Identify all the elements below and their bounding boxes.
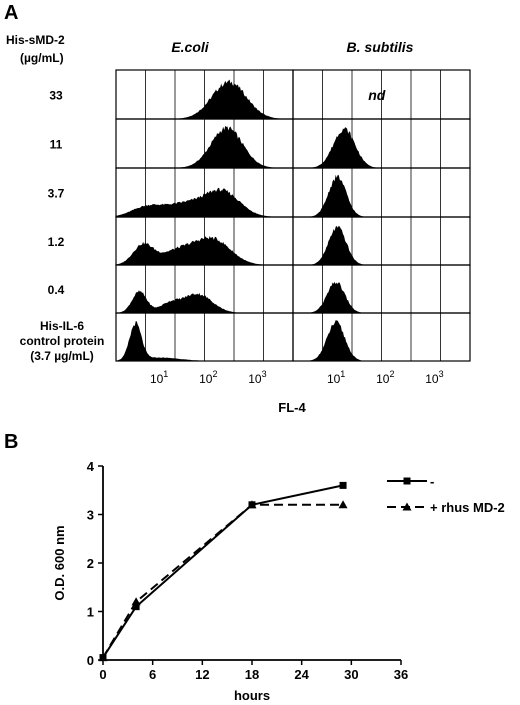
y-tick-label: 3 [87,508,94,523]
x-tick-label: 24 [294,667,309,682]
row-label-2: 3.7 [48,187,65,201]
histogram-cell [115,216,294,266]
series-rhus-md2 [98,500,348,662]
x-tick-label: 18 [245,667,259,682]
histogram-cell [292,312,471,362]
histogram-fill [293,281,470,313]
legend-label: - [430,474,434,489]
panel-b-letter: B [4,431,18,453]
row-label-0: 33 [49,89,63,103]
histogram-fill [293,225,470,265]
data-point-triangle [338,500,348,509]
data-point-triangle [247,500,257,509]
histogram-cell-border [292,312,471,362]
histogram-fill [293,174,470,217]
histogram-cell [115,312,294,362]
histogram-fill [116,290,293,313]
data-point-square [403,477,411,485]
x-axis-title: hours [234,688,270,703]
row-label-4: 0.4 [48,283,65,297]
series-line [102,503,344,659]
histogram-x-tick-label: 102 [376,369,394,386]
histogram-fill [116,321,293,361]
histogram-cell [292,167,471,218]
histogram-fill [293,127,470,168]
histogram-x-tick-label: 102 [199,369,217,386]
x-tick-label: 0 [99,667,106,682]
x-tick-label: 36 [394,667,408,682]
histogram-cell [115,118,294,169]
column-title-ecoli: E.coli [171,39,209,55]
data-point-triangle [402,502,412,511]
legend-label: + rhus MD-2 [430,500,505,515]
data-point-triangle [131,597,141,606]
panel-a-letter: A [4,2,18,24]
histogram-cell: nd [292,69,471,120]
x-tick-label: 30 [344,667,358,682]
x-tick-label: 6 [149,667,156,682]
row-header-line2: (µg/mL) [20,51,64,65]
histogram-cell [115,69,294,120]
histogram-fill [116,236,293,265]
y-tick-label: 4 [87,459,95,474]
row-label-3: 1.2 [48,235,65,249]
histogram-x-tick-label: 103 [425,369,443,386]
histogram-fill [116,79,293,119]
not-determined-label: nd [368,87,386,103]
control-label-line3: (3.7 µg/mL) [30,349,94,363]
y-tick-label: 0 [87,653,94,668]
histogram-fill [116,125,293,168]
histogram-x-tick-label: 101 [150,369,168,386]
histogram-x-tick-label: 101 [327,369,345,386]
histogram-fill [116,187,293,217]
data-point-square [132,603,140,611]
control-label: His-IL-6 control protein (3.7 µg/mL) [20,319,105,363]
histogram-x-axis-title: FL-4 [278,400,306,415]
y-tick-label: 1 [87,605,94,620]
histogram-cell [115,167,294,218]
legend: - + rhus MD-2 [387,474,505,515]
column-title-bsubtilis: B. subtilis [347,39,414,55]
histogram-x-tick-label: 103 [248,369,266,386]
data-point-square [339,481,347,489]
y-axis-title: O.D. 600 nm [52,525,67,600]
histogram-cell [292,118,471,169]
series-line [102,484,344,659]
y-tick-label: 2 [87,556,94,571]
row-label-1: 11 [50,138,63,152]
histogram-cell [115,264,294,314]
histogram-cell [292,264,471,314]
data-point-triangle [98,653,108,662]
series-control [99,481,347,662]
histogram-x-ticks: 101 102 103 101 102 103 [150,369,444,386]
control-label-line2: control protein [20,334,105,348]
x-tick-label: 12 [195,667,209,682]
histogram-fill [293,320,470,361]
control-label-line1: His-IL-6 [40,319,84,333]
row-labels: 33 11 3.7 1.2 0.4 [48,89,65,298]
row-header-line1: His-sMD-2 [6,33,65,47]
histogram-grid: nd [115,69,471,362]
histogram-cell [292,216,471,266]
